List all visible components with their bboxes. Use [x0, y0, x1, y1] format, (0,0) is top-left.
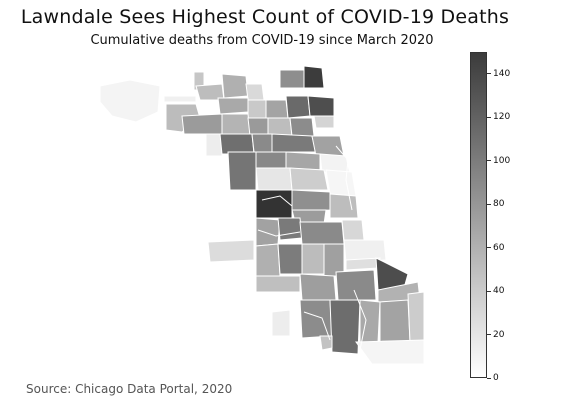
page-title: Lawndale Sees Highest Count of COVID-19 … [20, 6, 510, 28]
map-area [301, 243, 325, 275]
map-area [271, 133, 317, 153]
map-area [313, 115, 335, 129]
map-area [217, 97, 249, 115]
colorbar-tick-label: 20 [493, 329, 505, 340]
map-area [319, 335, 333, 351]
map-area [407, 291, 425, 343]
map-area [265, 99, 289, 119]
colorbar-tick-label: 60 [493, 242, 505, 253]
map-area [255, 167, 293, 191]
map-area [289, 117, 315, 137]
map-area [311, 135, 345, 157]
map-area [299, 273, 337, 301]
map-area [205, 133, 223, 157]
map-area [99, 79, 161, 123]
map-area [255, 151, 287, 169]
colorbar-tick-mark [487, 160, 491, 162]
map-area [245, 83, 265, 101]
colorbar-tick-mark [487, 203, 491, 205]
map-area [221, 113, 251, 135]
map-area [247, 99, 267, 119]
map-area [289, 167, 329, 191]
colorbar-tick-label: 80 [493, 199, 505, 210]
map-area [255, 275, 301, 293]
map-area [251, 133, 273, 153]
map-area [271, 309, 291, 337]
colorbar [470, 52, 487, 378]
map-area [279, 69, 305, 89]
colorbar-tick-label: 140 [493, 68, 511, 79]
map-area [343, 239, 387, 263]
colorbar-tick-mark [487, 377, 491, 379]
colorbar-tick-label: 100 [493, 155, 511, 166]
map-area [307, 95, 335, 117]
community-areas [99, 65, 425, 365]
map-area [277, 217, 303, 241]
map-area [355, 339, 425, 365]
map-area [303, 65, 325, 89]
colorbar-tick-label: 0 [493, 373, 499, 383]
page-subtitle: Cumulative deaths from COVID-19 since Ma… [90, 33, 434, 48]
map-area [163, 95, 197, 103]
colorbar-tick-mark [487, 290, 491, 292]
colorbar-tick-mark [487, 116, 491, 118]
map-area [207, 239, 255, 263]
colorbar-tick-mark [487, 247, 491, 249]
map-area [255, 189, 293, 219]
boundary-lines [257, 145, 367, 351]
map-area [247, 117, 269, 137]
map-area [255, 217, 281, 247]
map-area [267, 117, 293, 137]
map-area [227, 151, 257, 191]
map-area [285, 95, 311, 119]
map-area [291, 189, 331, 213]
map-area [277, 243, 303, 275]
map-area [379, 299, 411, 343]
map-area [341, 219, 365, 241]
map-area [221, 73, 249, 99]
colorbar-tick-label: 40 [493, 286, 505, 297]
map-area [219, 133, 255, 155]
map-area [329, 299, 361, 355]
map-area [323, 243, 345, 277]
source-note: Source: Chicago Data Portal, 2020 [26, 382, 233, 396]
map-area [181, 113, 223, 135]
map-area [329, 193, 359, 219]
map-area [335, 269, 377, 301]
colorbar-tick-label: 120 [493, 112, 511, 123]
map-area [345, 257, 381, 271]
map-area [299, 221, 345, 245]
colorbar-tick-mark [487, 334, 491, 336]
map-area [255, 243, 281, 277]
colorbar-tick-mark [487, 73, 491, 75]
map-area [285, 151, 321, 171]
